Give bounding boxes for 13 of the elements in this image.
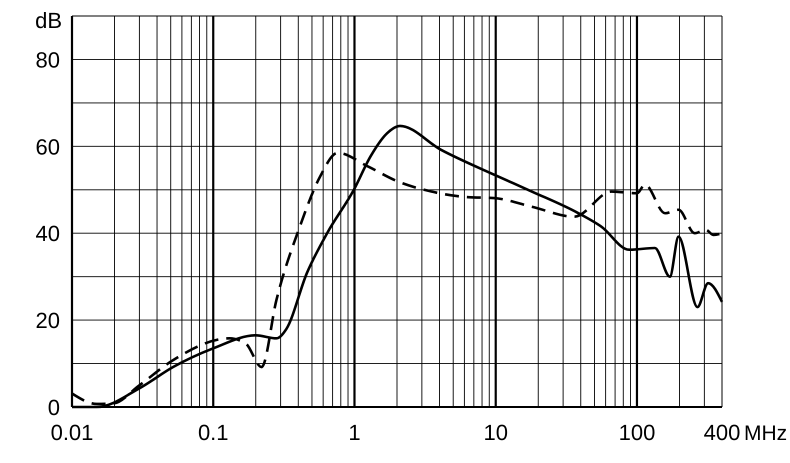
x-tick-label: 400 xyxy=(704,420,740,445)
y-tick-label: 60 xyxy=(36,134,60,160)
y-tick-label: 0 xyxy=(48,395,60,420)
x-tick-label: 1 xyxy=(348,420,361,445)
x-tick-label: 0.01 xyxy=(50,420,94,445)
y-axis-title: dB xyxy=(35,8,62,33)
x-tick-label: 10 xyxy=(483,420,508,445)
y-tick-label: 40 xyxy=(36,221,60,246)
y-tick-label: 20 xyxy=(36,308,60,334)
y-tick-label: 80 xyxy=(36,47,60,72)
x-axis-title: MHz xyxy=(744,422,788,445)
x-tick-label: 100 xyxy=(618,420,656,445)
x-tick-label: 0.1 xyxy=(198,420,229,445)
